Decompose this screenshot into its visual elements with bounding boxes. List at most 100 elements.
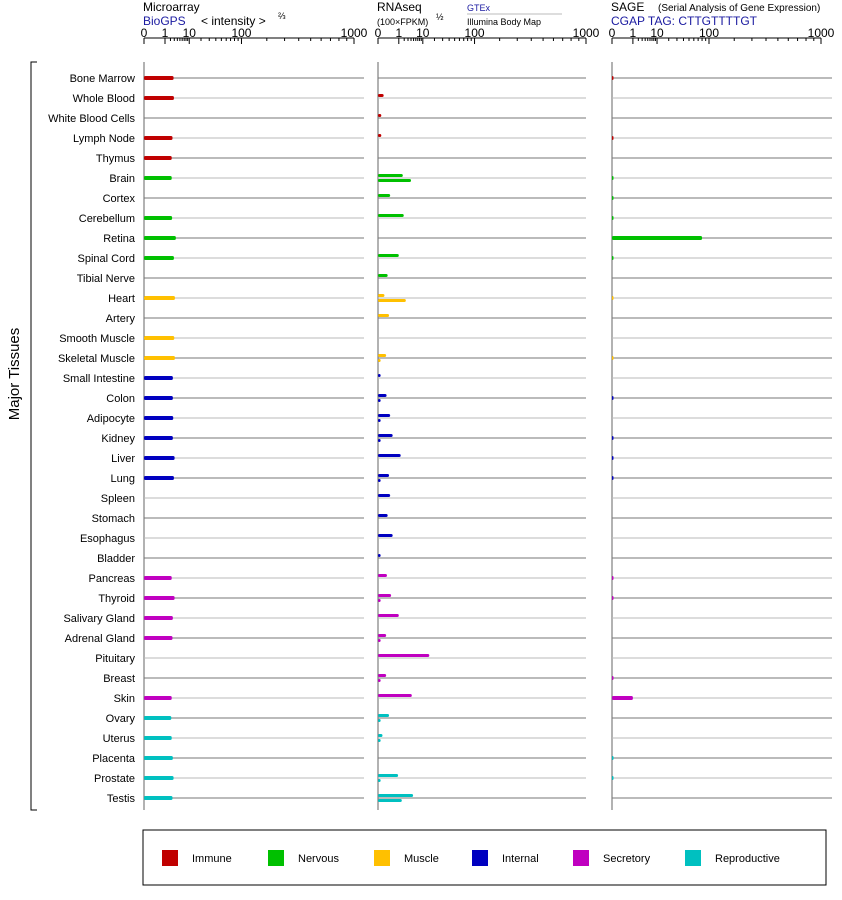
tissue-label-cortex: Cortex (103, 193, 136, 205)
bar-rnaseq-pituitary-gtex (378, 654, 430, 657)
bar-rnaseq-cerebellum-gtex (378, 214, 404, 217)
bar-microarray-bone-marrow (144, 76, 174, 80)
tissue-label-small-intestine: Small Intestine (63, 373, 135, 385)
microarray-source: BioGPS (143, 14, 186, 28)
legend-label-reproductive: Reproductive (715, 853, 780, 865)
tissue-label-smooth-muscle: Smooth Muscle (59, 333, 135, 345)
bar-rnaseq-lymph-node-gtex (378, 134, 382, 137)
legend-label-nervous: Nervous (298, 853, 339, 865)
x-tick-label: 0 (375, 26, 382, 40)
x-tick-label: 10 (416, 26, 430, 40)
bar-microarray-skin (144, 696, 172, 700)
bar-sage-retina (612, 236, 703, 240)
x-tick-label: 1 (395, 26, 402, 40)
legend-swatch-secretory (573, 850, 589, 866)
bar-rnaseq-uterus-illumina-body-map (378, 739, 381, 742)
bar-rnaseq-liver-gtex (378, 454, 401, 457)
tissue-label-salivary-gland: Salivary Gland (63, 613, 135, 625)
tissue-label-brain: Brain (109, 173, 135, 185)
legend-label-secretory: Secretory (603, 853, 651, 865)
bar-microarray-skeletal-muscle (144, 356, 175, 360)
tissue-label-retina: Retina (103, 233, 136, 245)
bar-rnaseq-thyroid-gtex (378, 594, 392, 597)
tissue-label-testis: Testis (107, 793, 136, 805)
bar-sage-placenta (612, 756, 614, 760)
rnaseq-panel: 0 1 10 100 1000 (375, 26, 600, 810)
x-tick-label: 1 (630, 26, 637, 40)
y-group-bracket (30, 61, 37, 811)
tissue-label-pancreas: Pancreas (89, 573, 136, 585)
bar-sage-breast (612, 676, 614, 680)
bar-microarray-thymus (144, 156, 172, 160)
bar-microarray-spinal-cord (144, 256, 174, 260)
bar-microarray-adipocyte (144, 416, 174, 420)
bar-microarray-brain (144, 176, 172, 180)
x-tick-label: 0 (141, 26, 148, 40)
bar-sage-skin (612, 696, 633, 700)
bar-microarray-retina (144, 236, 176, 240)
bar-sage-colon (612, 396, 614, 400)
bar-microarray-placenta (144, 756, 173, 760)
tissue-label-thymus: Thymus (96, 153, 136, 165)
bar-sage-lymph-node (612, 136, 614, 140)
bar-microarray-colon (144, 396, 173, 400)
tissue-label-uterus: Uterus (103, 733, 136, 745)
x-tick-label: 1000 (341, 26, 368, 40)
bar-sage-brain (612, 176, 614, 180)
bar-rnaseq-adipocyte-illumina-body-map (378, 419, 381, 422)
tissue-label-prostate: Prostate (94, 773, 135, 785)
bar-microarray-small-intestine (144, 376, 173, 380)
legend-swatch-muscle (374, 850, 390, 866)
tissue-label-bladder: Bladder (97, 553, 135, 565)
rnaseq-title: RNAseq (377, 0, 422, 14)
sage-panel: 0 1 10 100 1000 (609, 26, 835, 810)
bar-sage-prostate (612, 776, 614, 780)
tissue-label-pituitary: Pituitary (95, 653, 135, 665)
bar-sage-liver (612, 456, 614, 460)
bar-rnaseq-artery-gtex (378, 314, 390, 317)
x-tick-label: 1 (162, 26, 169, 40)
bar-rnaseq-salivary-gland-gtex (378, 614, 399, 617)
bar-rnaseq-kidney-gtex (378, 434, 393, 437)
tissue-label-esophagus: Esophagus (80, 533, 136, 545)
legend-label-immune: Immune (192, 853, 232, 865)
bar-rnaseq-adrenal-gland-gtex (378, 634, 387, 637)
bar-microarray-kidney (144, 436, 173, 440)
tissue-label-cerebellum: Cerebellum (79, 213, 135, 225)
tissue-label-artery: Artery (106, 313, 136, 325)
bar-rnaseq-brain-gtex (378, 174, 403, 177)
bar-microarray-pancreas (144, 576, 172, 580)
bar-sage-bone-marrow (612, 76, 614, 80)
bar-microarray-whole-blood (144, 96, 174, 100)
bar-sage-heart (612, 296, 614, 300)
bar-microarray-heart (144, 296, 175, 300)
microarray-units-power: ⅔ (278, 11, 286, 21)
legend: Immune Nervous Muscle Internal Secretory Repr… (162, 850, 780, 866)
tissue-label-spinal-cord: Spinal Cord (78, 253, 135, 265)
sage-source: CGAP TAG: CTTGTTTTGT (611, 14, 758, 28)
bar-microarray-uterus (144, 736, 172, 740)
bar-microarray-lung (144, 476, 174, 480)
x-tick-label: 10 (183, 26, 197, 40)
rnaseq-source-illumina: Illumina Body Map (467, 17, 541, 27)
tissue-label-liver: Liver (111, 453, 135, 465)
bar-rnaseq-testis-gtex (378, 794, 414, 797)
bar-rnaseq-colon-illumina-body-map (378, 399, 381, 402)
bar-rnaseq-testis-illumina-body-map (378, 799, 402, 802)
rnaseq-units: (100×FPKM) (377, 17, 428, 27)
microarray-panel: 0 1 10 100 1000 (141, 26, 368, 810)
sage-subtitle: (Serial Analysis of Gene Expression) (658, 3, 820, 14)
x-tick-label: 1000 (808, 26, 835, 40)
tissue-labels: Bone Marrow Whole Blood White Blood Cells L… (48, 73, 136, 805)
bar-rnaseq-adrenal-gland-illumina-body-map (378, 639, 381, 642)
bar-sage-pancreas (612, 576, 614, 580)
tissue-label-tibial-nerve: Tibial Nerve (77, 273, 135, 285)
tissue-label-lymph-node: Lymph Node (73, 133, 135, 145)
tissue-label-placenta: Placenta (92, 753, 136, 765)
bar-rnaseq-small-intestine-gtex (378, 374, 381, 377)
bar-sage-thyroid (612, 596, 614, 600)
bar-rnaseq-prostate-illumina-body-map (378, 779, 381, 782)
bar-rnaseq-colon-gtex (378, 394, 387, 397)
tissue-label-stomach: Stomach (92, 513, 135, 525)
